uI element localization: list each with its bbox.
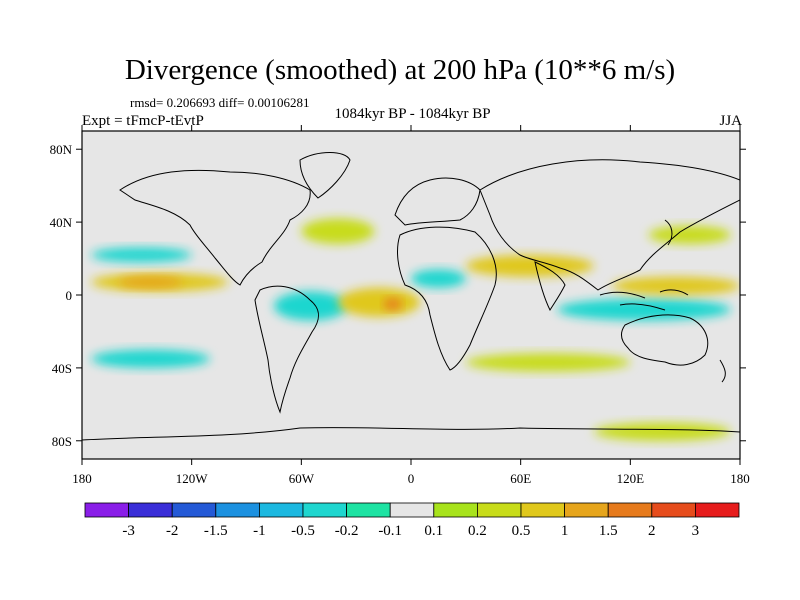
colorbar-label: -2 (166, 523, 179, 539)
colorbar-swatch (302, 502, 347, 518)
lon-tick-label: 180 (72, 471, 92, 486)
coast-maritime (599, 289, 689, 311)
colorbar: -3 -2 -1.5 -1 -0.5 -0.2 -0.1 0.1 0.2 0.5 1 1.5 2 3 (84, 502, 740, 539)
colorbar-label: -0.1 (378, 523, 402, 539)
field-region-atlantic-pos-band (337, 287, 421, 317)
lon-tick-label: 120W (176, 471, 209, 486)
coast-japan (664, 219, 673, 246)
colorbar-swatch (346, 502, 391, 518)
coast-asia (479, 159, 740, 291)
rmsd-label: rmsd= (130, 95, 164, 110)
colorbar-label: 1 (561, 523, 569, 539)
stats-line: rmsd= 0.206693 diff= 0.00106281 (130, 95, 309, 111)
divergence-field (91, 218, 740, 441)
lat-tick-label: 40S (52, 361, 72, 376)
colorbar-label: 0.2 (468, 523, 487, 539)
colorbar-swatch (476, 502, 522, 518)
colorbar-swatch (258, 502, 304, 518)
colorbar-swatch (128, 502, 173, 518)
field-region-s-america-neg (273, 291, 348, 321)
coast-africa (397, 226, 497, 371)
field-region-s-pacific-neg (91, 349, 210, 368)
colorbar-label: -1.5 (204, 523, 228, 539)
field-region-indian-pos (465, 254, 594, 277)
coastlines (82, 152, 740, 441)
axes: 80N 40N 0 40S 80S 180 120W 60W 0 60E 120E 180 (50, 125, 750, 486)
field-region-e-pacific-pos-core (118, 276, 183, 288)
colorbar-label: -1 (253, 523, 266, 539)
diff-value: 0.00106281 (247, 95, 310, 110)
colorbar-swatch (651, 502, 696, 518)
colorbar-label: 0.1 (424, 523, 443, 539)
coast-new-zealand (719, 359, 726, 383)
lon-tick-label: 120E (617, 471, 645, 486)
colorbar-label: -3 (122, 523, 135, 539)
lon-tick-label: 60E (510, 471, 531, 486)
lat-tick-label: 40N (50, 215, 73, 230)
field-region-s-ocean-pos (465, 353, 631, 372)
lat-tick-label: 0 (66, 288, 73, 303)
experiment-label: Expt = tFmcP-tEvtP (82, 113, 204, 129)
lat-tick-label: 80S (52, 434, 72, 449)
colorbar-swatch (171, 502, 217, 518)
colorbar-label: 1.5 (599, 523, 618, 539)
field-region-w-pacific-pos-band (612, 276, 740, 295)
rmsd-value: 0.206693 (166, 95, 216, 110)
colorbar-swatch (564, 502, 609, 518)
colorbar-label: 2 (648, 523, 656, 539)
coast-australia (621, 314, 709, 366)
lon-tick-label: 0 (408, 471, 415, 486)
colorbar-swatch (389, 502, 435, 518)
colorbar-swatch (695, 502, 740, 518)
colorbar-swatch (607, 502, 653, 518)
colorbar-label: -0.5 (291, 523, 315, 539)
season-label: JJA (719, 113, 742, 129)
coast-india (534, 261, 566, 312)
colorbar-swatch (433, 502, 478, 518)
colorbar-label: 3 (692, 523, 700, 539)
coast-north-america (119, 169, 311, 286)
colorbar-label: 0.5 (512, 523, 531, 539)
field-region-maritime-neg (557, 298, 731, 321)
page-title: Divergence (smoothed) at 200 hPa (10**6 … (124, 54, 676, 86)
period-label: 1084kyr BP - 1084kyr BP (334, 106, 491, 122)
colorbar-swatch (520, 502, 565, 518)
field-region-c-pacific-neg (91, 247, 192, 263)
field-region-n-africa-neg (411, 269, 466, 288)
field-region-antarctic-pos (593, 422, 731, 441)
field-region-w-pacific-pos (648, 225, 731, 244)
lon-tick-label: 180 (730, 471, 750, 486)
colorbar-swatch (215, 502, 260, 518)
coast-south-america (254, 285, 319, 414)
colorbar-swatch (84, 502, 129, 518)
field-region-n-atlantic-pos (301, 218, 375, 244)
lon-tick-label: 60W (289, 471, 315, 486)
colorbar-label: -0.2 (335, 523, 359, 539)
diff-label: diff= (218, 95, 245, 110)
coast-antarctica (82, 427, 740, 441)
coast-greenland (299, 152, 351, 199)
field-region-atlantic-pos-core (383, 298, 402, 310)
lat-tick-label: 80N (50, 142, 73, 157)
